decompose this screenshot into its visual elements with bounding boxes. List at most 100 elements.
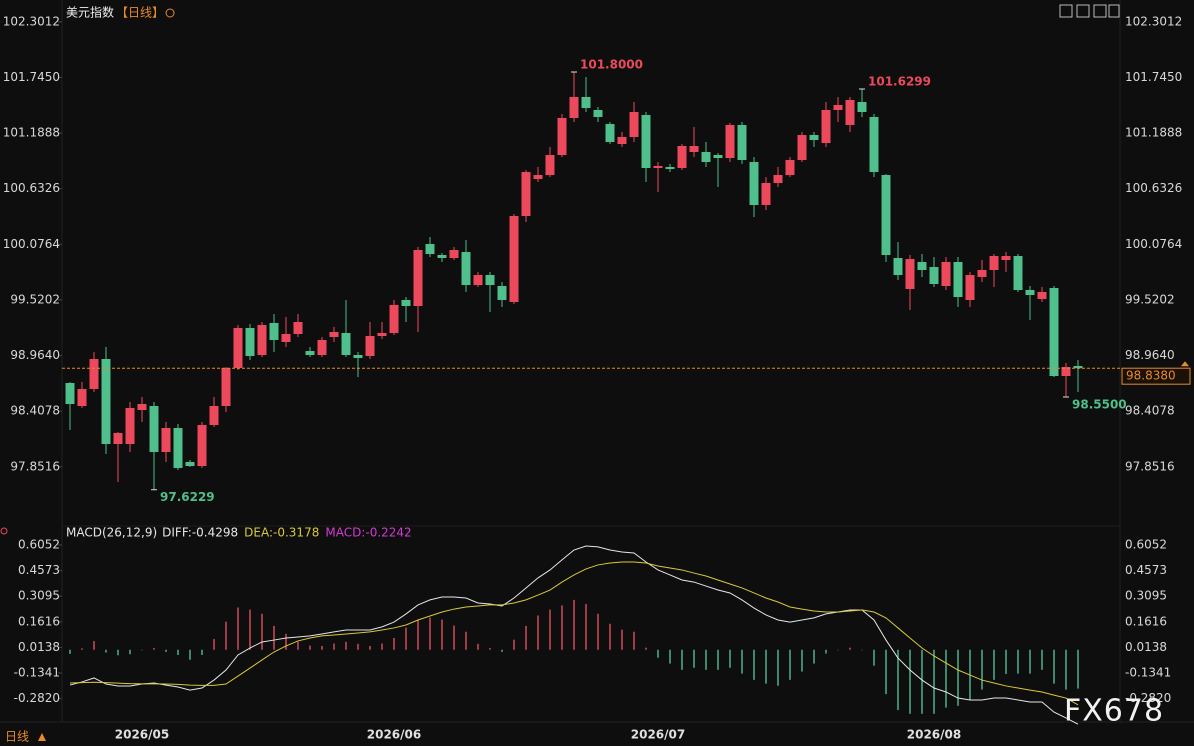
y-tick-label: 99.5202 xyxy=(1125,292,1175,306)
y-tick-label: -0.1341 xyxy=(14,665,60,679)
macd-line xyxy=(69,545,1079,725)
candle-body xyxy=(725,125,735,158)
high-label: 101.8000 xyxy=(580,58,643,72)
tool-icon[interactable] xyxy=(1108,4,1120,18)
candle-body xyxy=(1073,366,1083,369)
macd-bar xyxy=(333,643,335,650)
last-price-icon xyxy=(1181,361,1189,367)
macd-bar xyxy=(465,631,467,650)
candle-body xyxy=(689,146,699,152)
candle-body xyxy=(821,110,831,143)
candle-body xyxy=(581,97,591,108)
macd-bar xyxy=(501,649,503,652)
candle-body xyxy=(905,259,915,289)
candle-body xyxy=(293,322,303,334)
macd-bar xyxy=(1053,649,1055,684)
tool-icon[interactable] xyxy=(1076,4,1090,18)
macd-bar xyxy=(741,649,743,674)
candle-body xyxy=(533,175,543,179)
candle-body xyxy=(365,336,375,356)
macd-bar xyxy=(405,627,407,650)
macd-bar xyxy=(105,649,107,653)
tool-icon[interactable] xyxy=(1093,4,1107,18)
macd-bar xyxy=(597,613,599,650)
high-label: 101.6299 xyxy=(868,75,931,89)
low-label: 98.5500 xyxy=(1072,398,1127,412)
y-tick-label: 97.8516 xyxy=(10,459,60,473)
macd-bar xyxy=(705,649,707,670)
candle-body xyxy=(173,428,183,468)
macd-bar xyxy=(1065,649,1067,690)
candle-body xyxy=(749,162,759,205)
y-tick-label: 98.4078 xyxy=(10,404,60,418)
macd-bar xyxy=(213,639,215,650)
candle-body xyxy=(1001,256,1011,260)
macd-bar xyxy=(237,607,239,650)
macd-bar xyxy=(321,645,323,650)
candle-body xyxy=(125,408,135,444)
period-icon[interactable] xyxy=(165,8,175,18)
candle-body xyxy=(869,117,879,172)
macd-line xyxy=(69,561,1079,706)
candle-body xyxy=(137,404,147,410)
y-tick-label: 100.0764 xyxy=(1125,237,1182,251)
candle-body xyxy=(353,355,363,358)
macd-bar xyxy=(861,649,863,651)
candle-body xyxy=(221,368,231,406)
y-tick-label: 99.5202 xyxy=(10,292,60,306)
candle-body xyxy=(281,334,291,342)
candle-body xyxy=(65,383,75,404)
candle-body xyxy=(401,300,411,306)
macd-bar xyxy=(657,649,659,658)
tool-icon[interactable] xyxy=(1059,4,1073,18)
macd-bar xyxy=(549,609,551,650)
x-tick-label: 2026/08 xyxy=(907,728,961,742)
candle-body xyxy=(101,359,111,444)
indicator-icon[interactable] xyxy=(0,527,8,535)
candle-body xyxy=(977,270,987,277)
period-arrow[interactable] xyxy=(38,733,46,741)
low-label: 97.6229 xyxy=(160,490,215,504)
macd-bar xyxy=(585,604,587,650)
macd-bar xyxy=(1029,649,1031,674)
macd-bar xyxy=(441,619,443,650)
y-tick-label: 0.1616 xyxy=(1125,614,1167,628)
candle-body xyxy=(989,256,999,270)
macd-bar xyxy=(273,625,275,650)
macd-bar xyxy=(957,649,959,706)
y-tick-label: 102.3012 xyxy=(1125,14,1182,28)
macd-bar xyxy=(177,649,179,655)
y-tick-label: 0.1616 xyxy=(18,614,60,628)
y-tick-label: 0.4573 xyxy=(1125,563,1167,577)
macd-bar xyxy=(561,605,563,650)
macd-bar xyxy=(789,649,791,680)
macd-bar xyxy=(81,648,83,650)
watermark: FX678 xyxy=(1064,694,1164,729)
macd-bar xyxy=(885,649,887,695)
period-button[interactable]: 日线 xyxy=(5,730,29,744)
last-price-label: 98.8380 xyxy=(1126,369,1176,383)
candle-body xyxy=(797,135,807,160)
candle-body xyxy=(161,428,171,452)
candle-body xyxy=(893,258,903,275)
candle-body xyxy=(149,406,159,452)
legend-entry: DIFF:-0.4298 xyxy=(162,526,238,540)
candle-body xyxy=(1025,290,1035,295)
macd-bar xyxy=(873,649,875,666)
macd-bar xyxy=(813,649,815,664)
candle-body xyxy=(809,135,819,140)
macd-bar xyxy=(945,649,947,708)
candle-body xyxy=(593,110,603,117)
macd-bar xyxy=(393,637,395,650)
candle-body xyxy=(545,155,555,175)
macd-bar xyxy=(129,649,131,655)
macd-bar xyxy=(201,649,203,655)
y-tick-label: 101.1888 xyxy=(3,126,60,140)
macd-bar xyxy=(537,615,539,650)
macd-bar xyxy=(489,648,491,650)
candle-body xyxy=(509,216,519,302)
candle-body xyxy=(701,152,711,162)
macd-bar xyxy=(225,621,227,650)
macd-bar xyxy=(417,619,419,650)
candle-body xyxy=(233,328,243,368)
